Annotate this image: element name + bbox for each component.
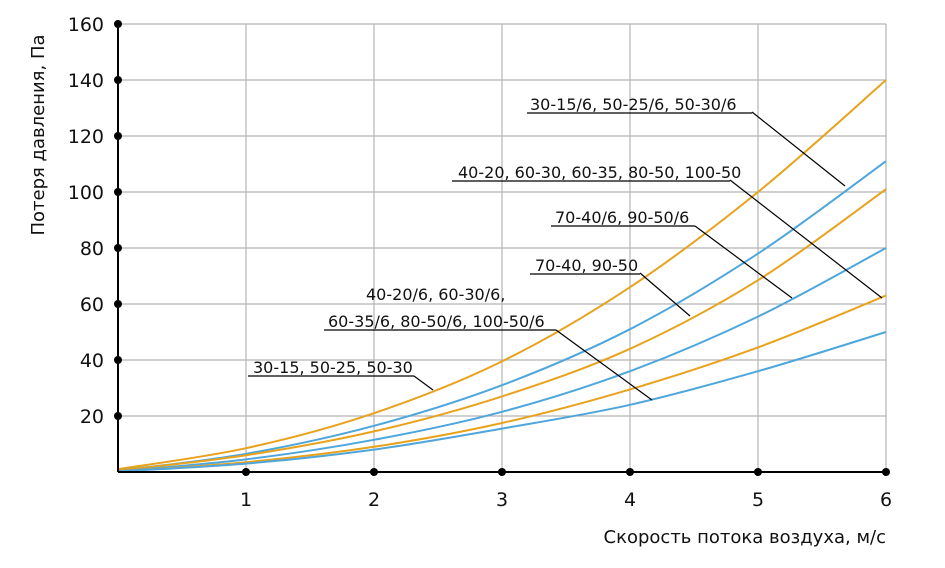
tick-labels: 1 2 3 4 5 6 20 40 60 80 100 120 140 160 xyxy=(68,14,892,511)
curve-label: 40-20, 60-30, 60-35, 80-50, 100-50 xyxy=(458,163,741,182)
y-tick-label: 20 xyxy=(80,406,104,428)
curve-label: 40-20/6, 60-30/6, xyxy=(366,285,505,304)
x-tick-label: 5 xyxy=(752,489,764,511)
x-tick-label: 3 xyxy=(496,489,508,511)
series-line xyxy=(117,331,887,473)
series-lines xyxy=(117,79,887,473)
y-axis-label: Потеря давления, Па xyxy=(28,34,49,235)
series-line xyxy=(117,294,887,473)
curve-label: 70-40, 90-50 xyxy=(535,256,638,275)
y-tick-label: 80 xyxy=(80,238,104,260)
x-tick-label: 6 xyxy=(880,489,892,511)
leader-line xyxy=(639,272,691,317)
y-tick-label: 160 xyxy=(68,14,104,36)
curve-label: 70-40/6, 90-50/6 xyxy=(555,208,689,227)
curve-label: 60-35/6, 80-50/6, 100-50/6 xyxy=(328,312,545,331)
x-tick-label: 1 xyxy=(240,489,252,511)
y-tick-label: 60 xyxy=(80,294,104,316)
axes xyxy=(114,20,890,476)
leader-line xyxy=(694,225,793,299)
y-tick-label: 100 xyxy=(68,182,104,204)
x-tick-label: 4 xyxy=(624,489,636,511)
y-tick-label: 40 xyxy=(80,350,104,372)
y-tick-label: 140 xyxy=(68,70,104,92)
curve-label: 30-15, 50-25, 50-30 xyxy=(253,358,413,377)
leader-line xyxy=(729,179,883,299)
x-tick-label: 2 xyxy=(368,489,380,511)
series-line xyxy=(117,188,887,472)
x-axis-label: Скорость потока воздуха, м/с xyxy=(604,527,886,548)
series-line xyxy=(117,79,887,471)
grid xyxy=(118,23,887,472)
leader-line xyxy=(751,111,846,187)
curve-label: 30-15/6, 50-25/6, 50-30/6 xyxy=(530,95,737,114)
leader-line xyxy=(413,375,434,391)
y-tick-label: 120 xyxy=(68,126,104,148)
series-line xyxy=(117,160,887,472)
annotations: 30-15/6, 50-25/6, 50-30/6 40-20, 60-30, 6… xyxy=(248,95,883,401)
leader-line xyxy=(555,329,653,401)
series-line xyxy=(117,247,887,473)
